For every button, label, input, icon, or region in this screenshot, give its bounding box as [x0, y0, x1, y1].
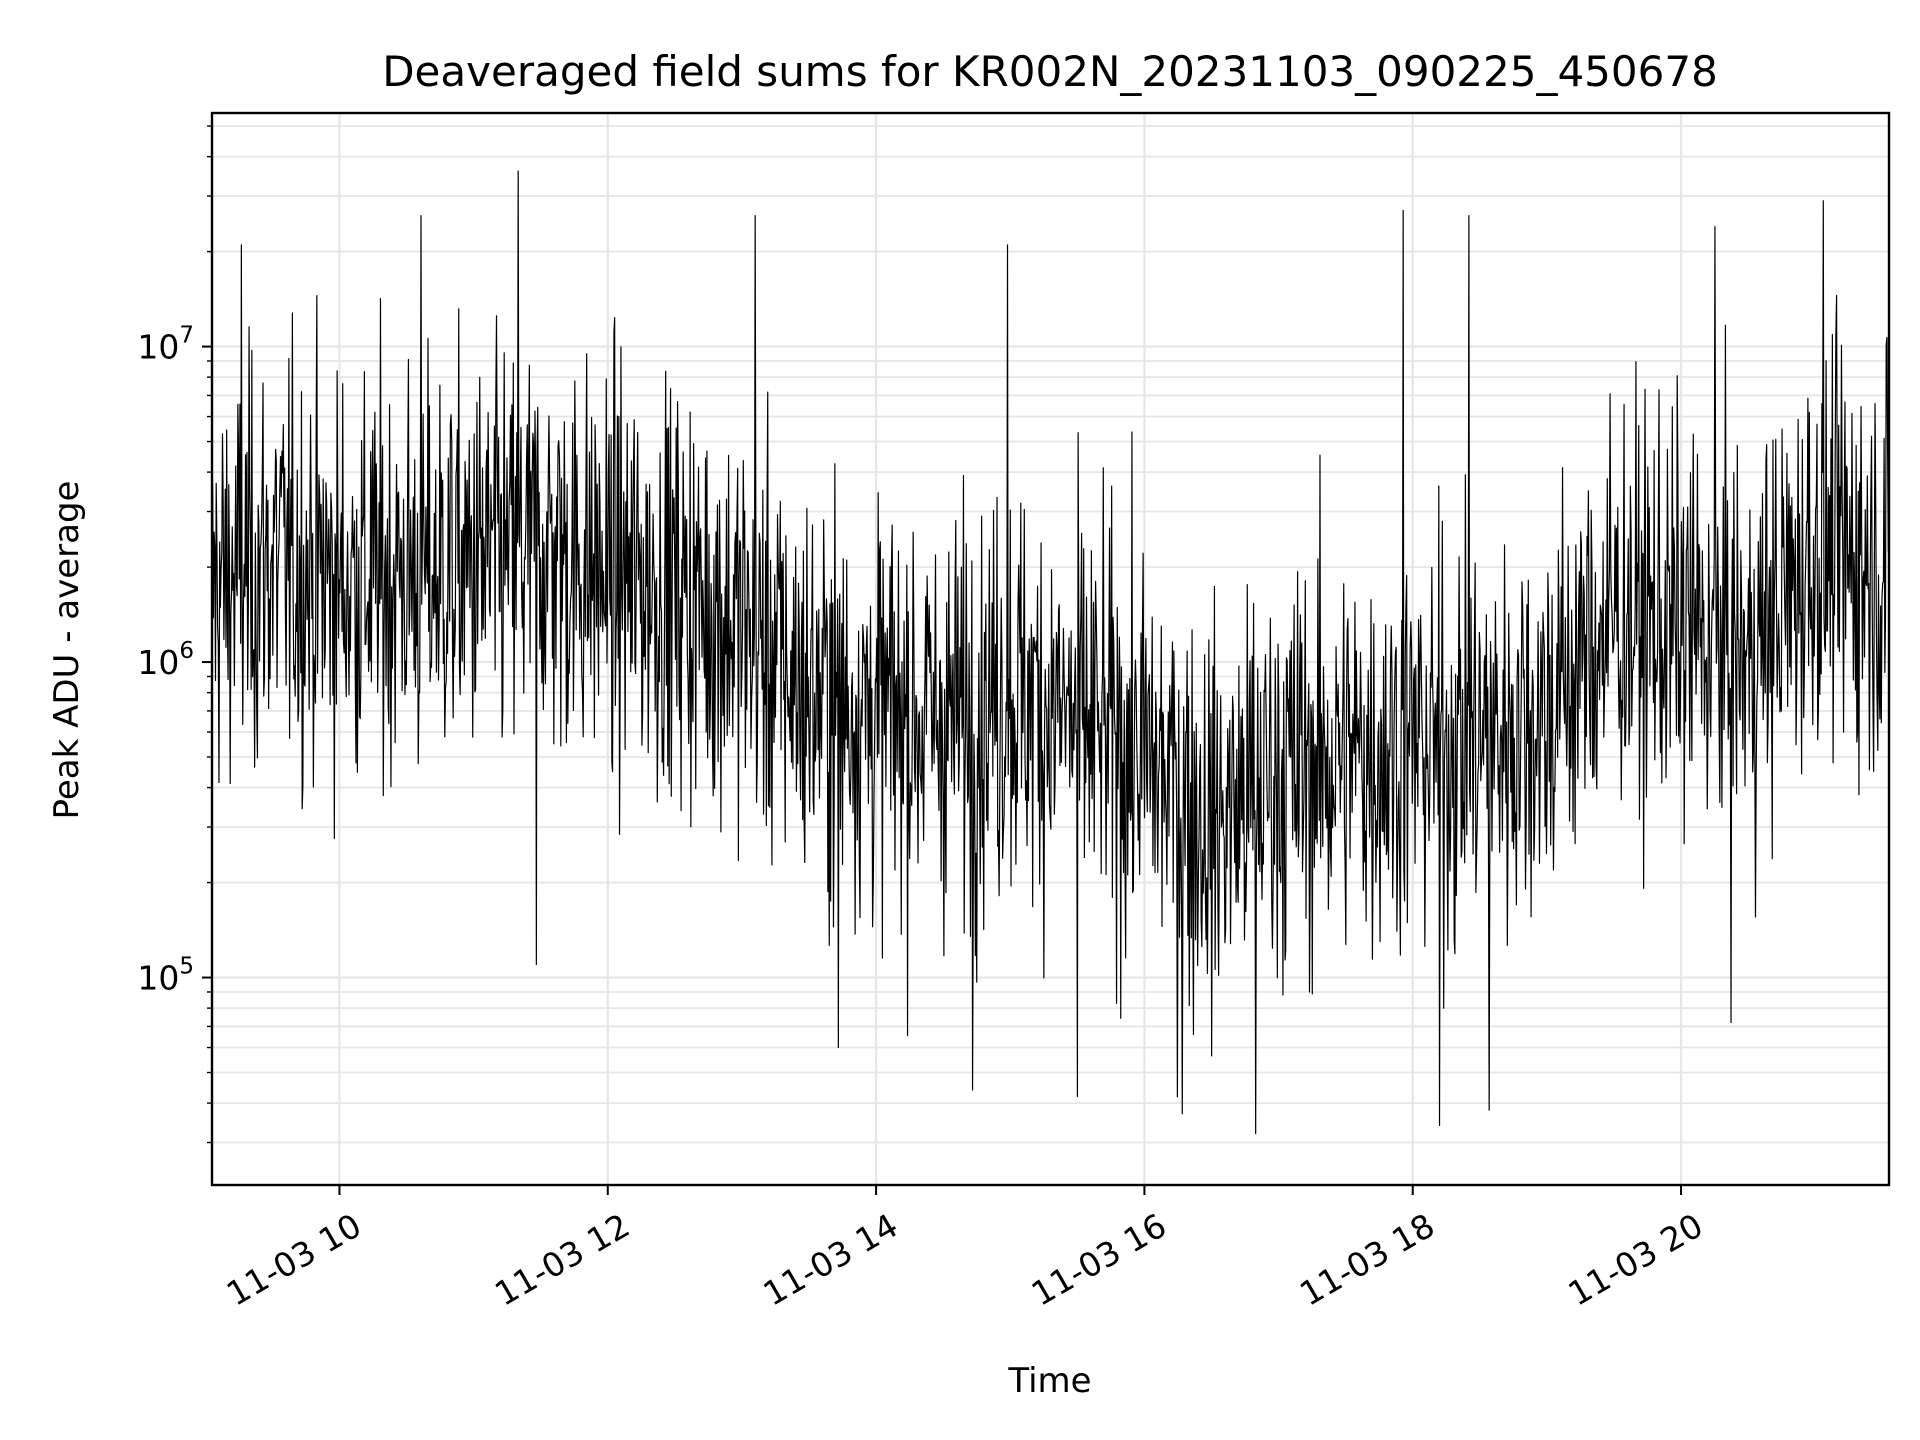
- data-layer: [211, 170, 1890, 1135]
- plot-frame: [210, 111, 1891, 1187]
- x-axis-label: Time: [1007, 1361, 1091, 1401]
- chart-title: Deaveraged field sums for KR002N_2023110…: [382, 47, 1718, 96]
- y-tick-label: 105: [137, 954, 194, 998]
- y-axis-label: Peak ADU - average: [47, 481, 87, 820]
- y-tick-label: 107: [137, 323, 194, 367]
- series-line: [211, 170, 1890, 1135]
- y-tick-label: 106: [137, 638, 194, 682]
